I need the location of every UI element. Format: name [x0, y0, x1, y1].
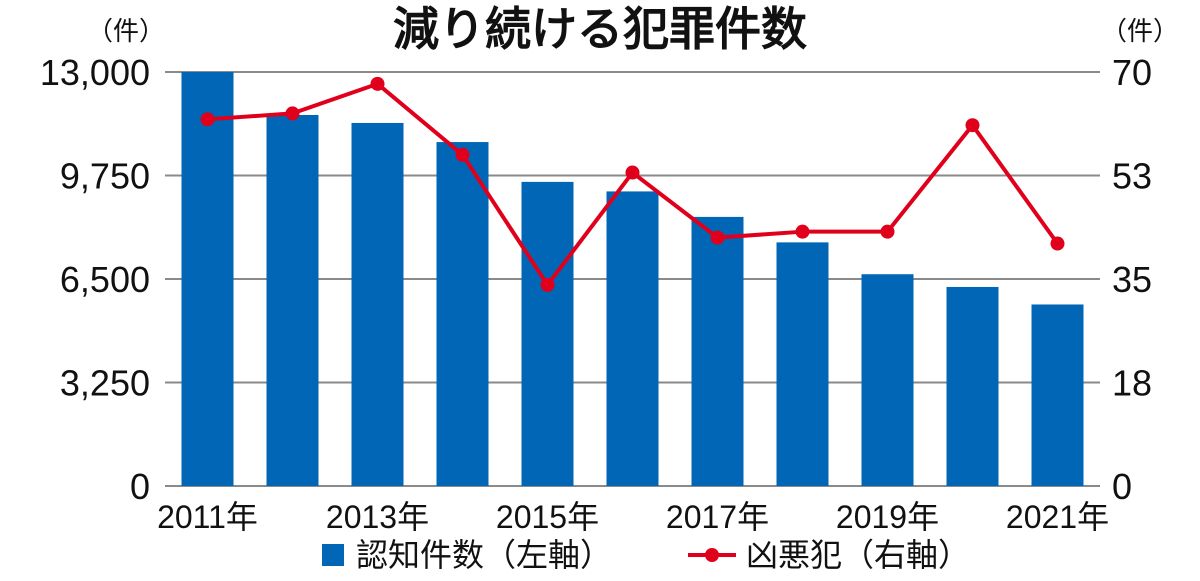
line-point [795, 224, 810, 239]
bar [691, 216, 744, 486]
left-tick-label: 6,500 [60, 259, 150, 300]
line-point [370, 76, 385, 91]
right-tick-label: 0 [1112, 466, 1132, 507]
bar [266, 114, 319, 486]
bar [436, 142, 489, 487]
legend-line-marker [705, 548, 719, 562]
bar [1031, 304, 1084, 486]
line-point [880, 224, 895, 239]
line-point [1050, 236, 1065, 251]
left-tick-label: 13,000 [40, 52, 150, 93]
right-tick-label: 53 [1112, 156, 1152, 197]
line-point [540, 277, 555, 292]
bar [181, 72, 234, 486]
x-tick-label: 2017年 [666, 499, 769, 535]
line-series [200, 76, 1065, 292]
legend: 認知件数（左軸） 凶悪犯（右軸） [322, 536, 970, 574]
bar [521, 181, 574, 486]
left-tick-label: 9,750 [60, 156, 150, 197]
left-tick-label: 0 [130, 466, 150, 507]
bar-series [181, 72, 1084, 487]
bar [946, 286, 999, 486]
right-axis-unit: （件） [1101, 17, 1179, 47]
right-tick-label: 18 [1112, 363, 1152, 404]
x-tick-label: 2021年 [1006, 499, 1109, 535]
x-tick-label: 2015年 [496, 499, 599, 535]
line-point [200, 112, 215, 127]
line-point [710, 230, 725, 245]
bar [861, 274, 914, 486]
bar [606, 191, 659, 486]
x-tick-label: 2013年 [326, 499, 429, 535]
left-tick-label: 3,250 [60, 363, 150, 404]
legend-line-label: 凶悪犯（右軸） [746, 536, 970, 574]
line-point [965, 118, 980, 133]
right-tick-label: 70 [1112, 52, 1152, 93]
legend-bar-swatch [322, 544, 344, 566]
right-tick-label: 35 [1112, 259, 1152, 300]
bar [351, 122, 404, 486]
x-tick-label: 2019年 [836, 499, 939, 535]
x-tick-label: 2011年 [157, 499, 258, 535]
line-point [285, 106, 300, 121]
line-point [455, 147, 470, 162]
line-point [625, 165, 640, 180]
left-axis-unit: （件） [87, 17, 165, 47]
chart-title: 減り続ける犯罪件数 [393, 2, 807, 56]
bar [776, 242, 829, 486]
axes: 0 0 3,250 18 6,500 35 9,750 53 13,000 70 2011年 2013… [40, 52, 1152, 535]
legend-bar-label: 認知件数（左軸） [356, 536, 612, 574]
